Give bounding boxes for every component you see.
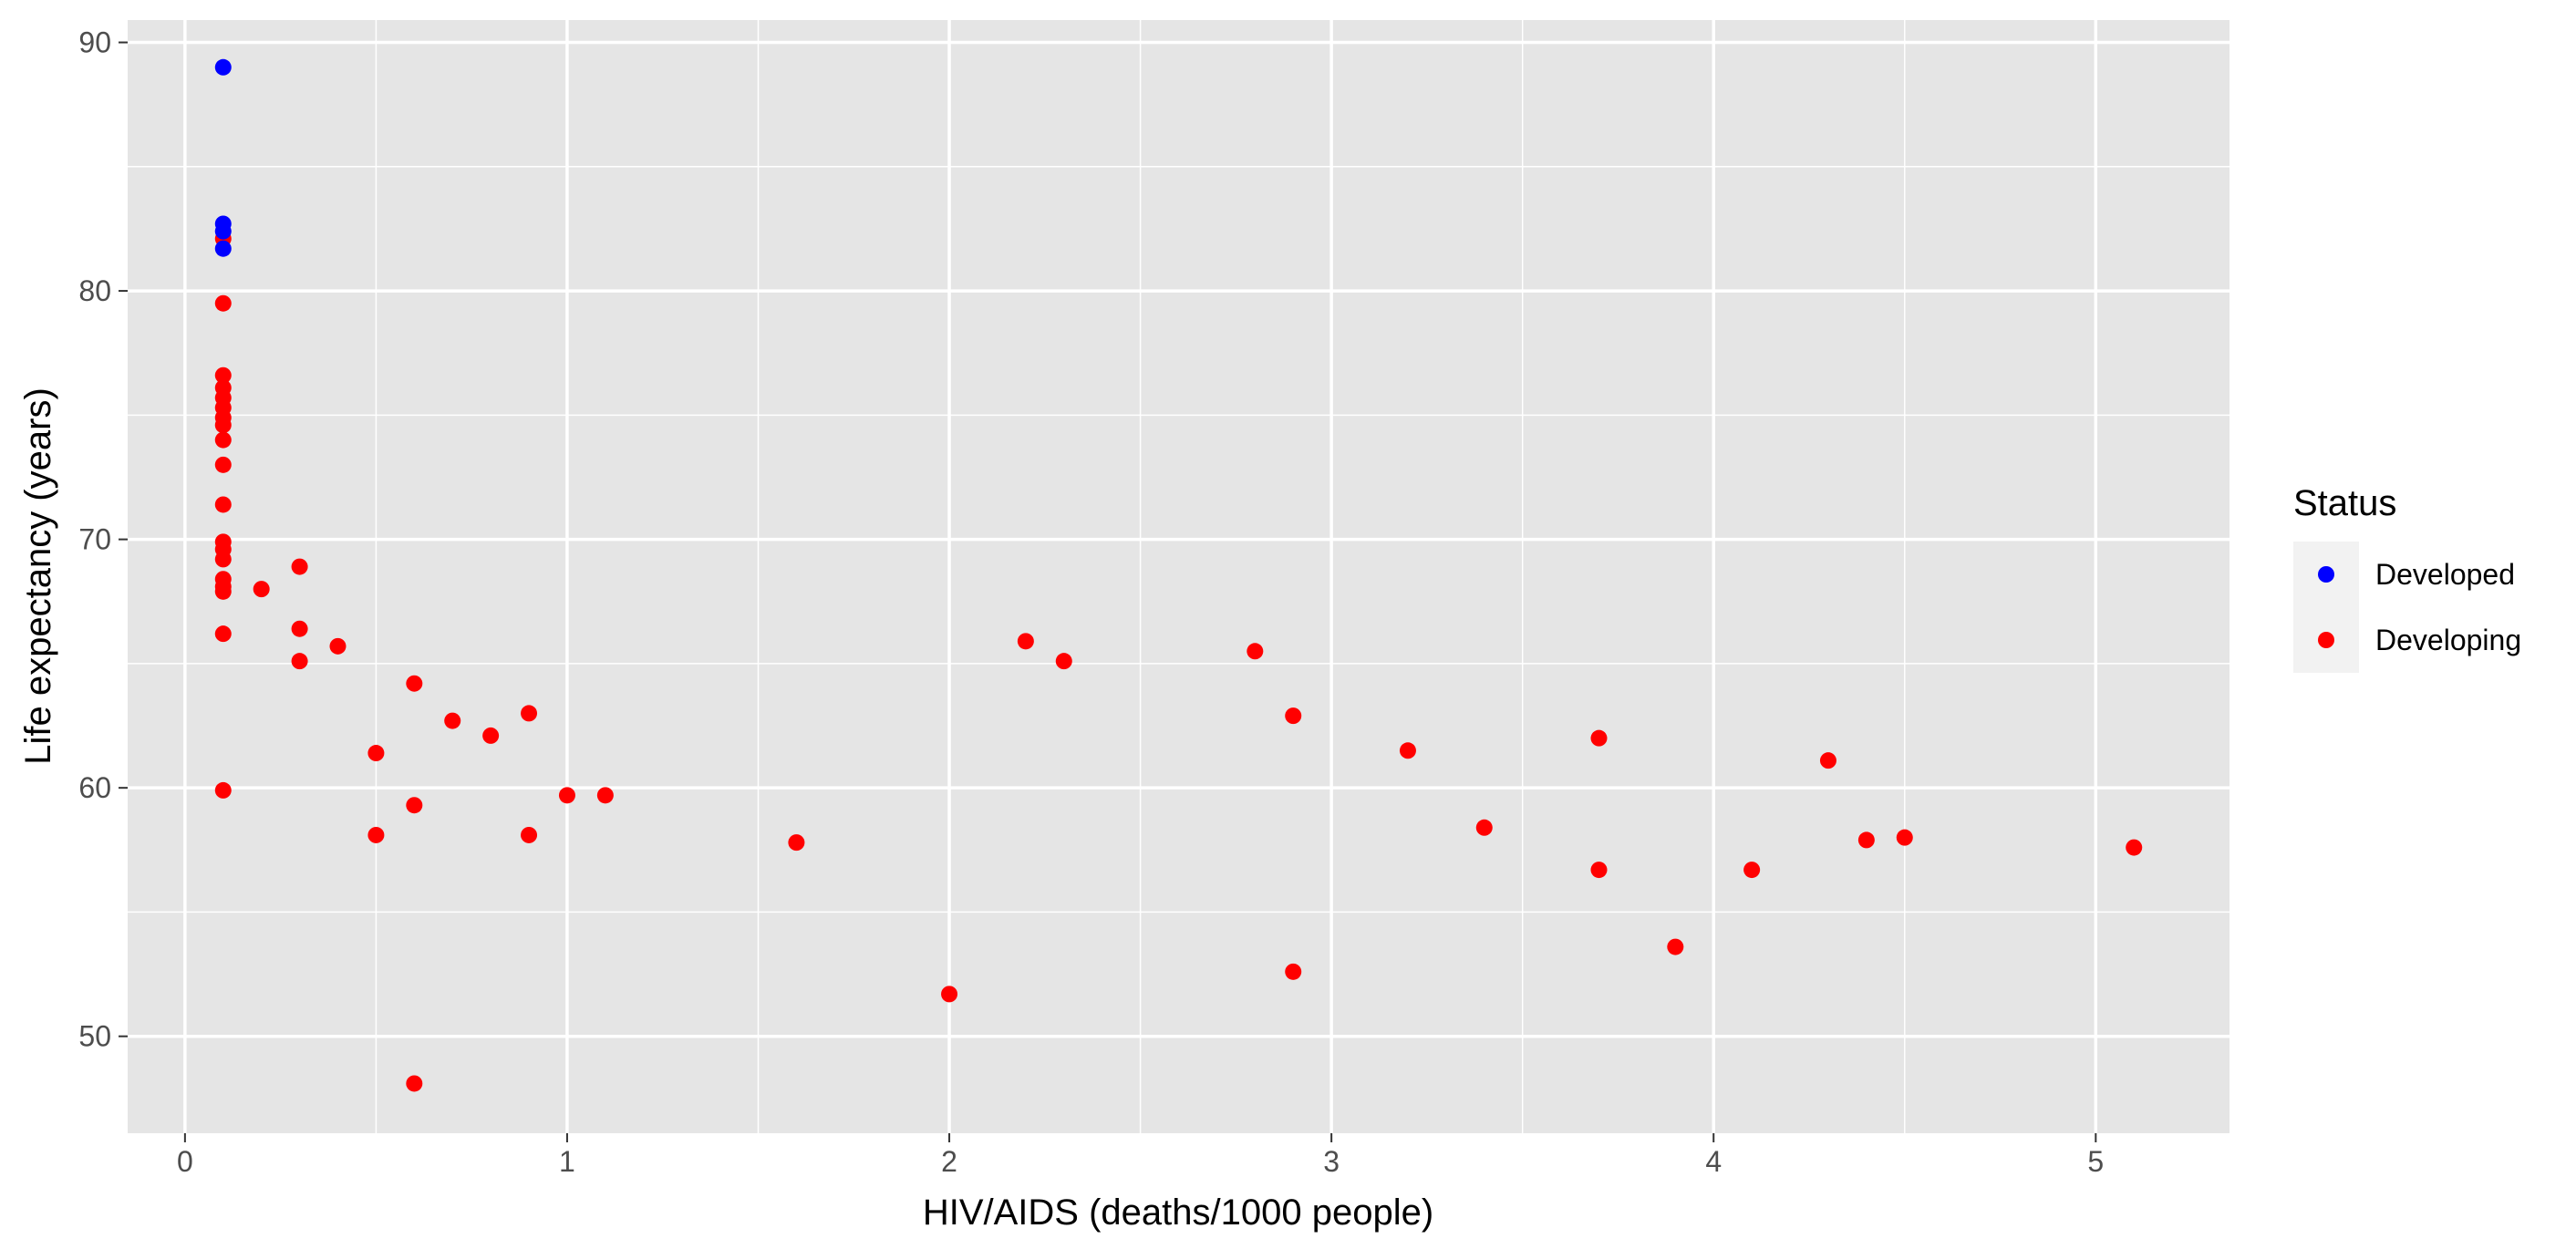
data-points: [214, 58, 2143, 1092]
data-point-developing: [1857, 831, 1875, 849]
data-point-developing: [521, 705, 538, 722]
data-point-developing: [1819, 752, 1836, 769]
data-point-developing: [253, 581, 270, 598]
data-point-developing: [1667, 938, 1684, 955]
data-point-developing: [214, 625, 232, 643]
data-point-developing: [941, 986, 958, 1003]
data-point-developing: [482, 727, 500, 744]
data-point-developing: [291, 620, 308, 637]
data-point-developed: [214, 58, 232, 76]
data-point-developing: [1017, 633, 1034, 650]
x-tick-label: 0: [177, 1145, 193, 1178]
data-point-developing: [406, 797, 423, 814]
data-point-developing: [367, 745, 385, 762]
y-axis: 50 60 70 80 90: [78, 26, 128, 1053]
y-tick-label: 80: [78, 274, 111, 307]
x-tick-label: 5: [2087, 1145, 2104, 1178]
data-point-developing: [1590, 862, 1608, 879]
data-point-developing: [291, 558, 308, 575]
legend-label-developed: Developed: [2375, 558, 2515, 591]
data-point-developing: [214, 551, 232, 568]
x-tick-label: 1: [559, 1145, 575, 1178]
legend: Status Developed Developing: [2293, 483, 2521, 673]
legend-key-developing: [2318, 632, 2334, 648]
x-tick-label: 3: [1323, 1145, 1340, 1178]
legend-title: Status: [2293, 483, 2396, 523]
data-point-developing: [214, 781, 232, 799]
legend-items: Developed Developing: [2318, 558, 2521, 656]
data-point-developing: [596, 787, 614, 804]
data-point-developing: [444, 712, 461, 729]
data-point-developing: [1285, 963, 1302, 980]
legend-key-background: [2293, 542, 2359, 673]
panel-background: [128, 20, 2229, 1133]
data-point-developing: [329, 637, 347, 655]
data-point-developing: [291, 653, 308, 670]
data-point-developed: [214, 222, 232, 240]
data-point-developing: [1743, 862, 1761, 879]
data-point-developing: [1285, 707, 1302, 725]
y-tick-label: 90: [78, 26, 111, 59]
data-point-developing: [558, 787, 575, 804]
legend-label-developing: Developing: [2375, 624, 2521, 656]
data-point-developing: [214, 294, 232, 312]
y-tick-label: 70: [78, 523, 111, 556]
data-point-developing: [1896, 829, 1913, 846]
y-tick-label: 50: [78, 1020, 111, 1053]
data-point-developing: [1055, 653, 1072, 670]
data-point-developing: [214, 583, 232, 600]
x-tick-label: 2: [941, 1145, 957, 1178]
data-point-developing: [214, 366, 232, 384]
data-point-developing: [1590, 729, 1608, 747]
data-point-developing: [1475, 819, 1493, 836]
data-point-developed: [214, 240, 232, 257]
data-point-developing: [214, 417, 232, 434]
data-point-developing: [406, 675, 423, 692]
x-axis-title: HIV/AIDS (deaths/1000 people): [923, 1192, 1433, 1233]
x-tick-label: 4: [1705, 1145, 1722, 1178]
major-gridlines: [128, 20, 2229, 1133]
minor-gridlines: [128, 20, 2229, 1133]
y-tick-label: 60: [78, 771, 111, 804]
data-point-developing: [406, 1075, 423, 1092]
data-point-developing: [214, 431, 232, 449]
x-axis: 0 1 2 3 4 5: [177, 1133, 2104, 1178]
data-point-developing: [214, 456, 232, 473]
data-point-developing: [214, 496, 232, 513]
data-point-developing: [1399, 742, 1416, 759]
legend-key-developed: [2318, 566, 2334, 583]
data-point-developing: [367, 826, 385, 843]
y-axis-title: Life expectancy (years): [18, 387, 58, 765]
data-point-developing: [2126, 839, 2143, 856]
data-point-developing: [1247, 643, 1264, 660]
data-point-developing: [788, 834, 805, 852]
data-point-developing: [521, 826, 538, 843]
